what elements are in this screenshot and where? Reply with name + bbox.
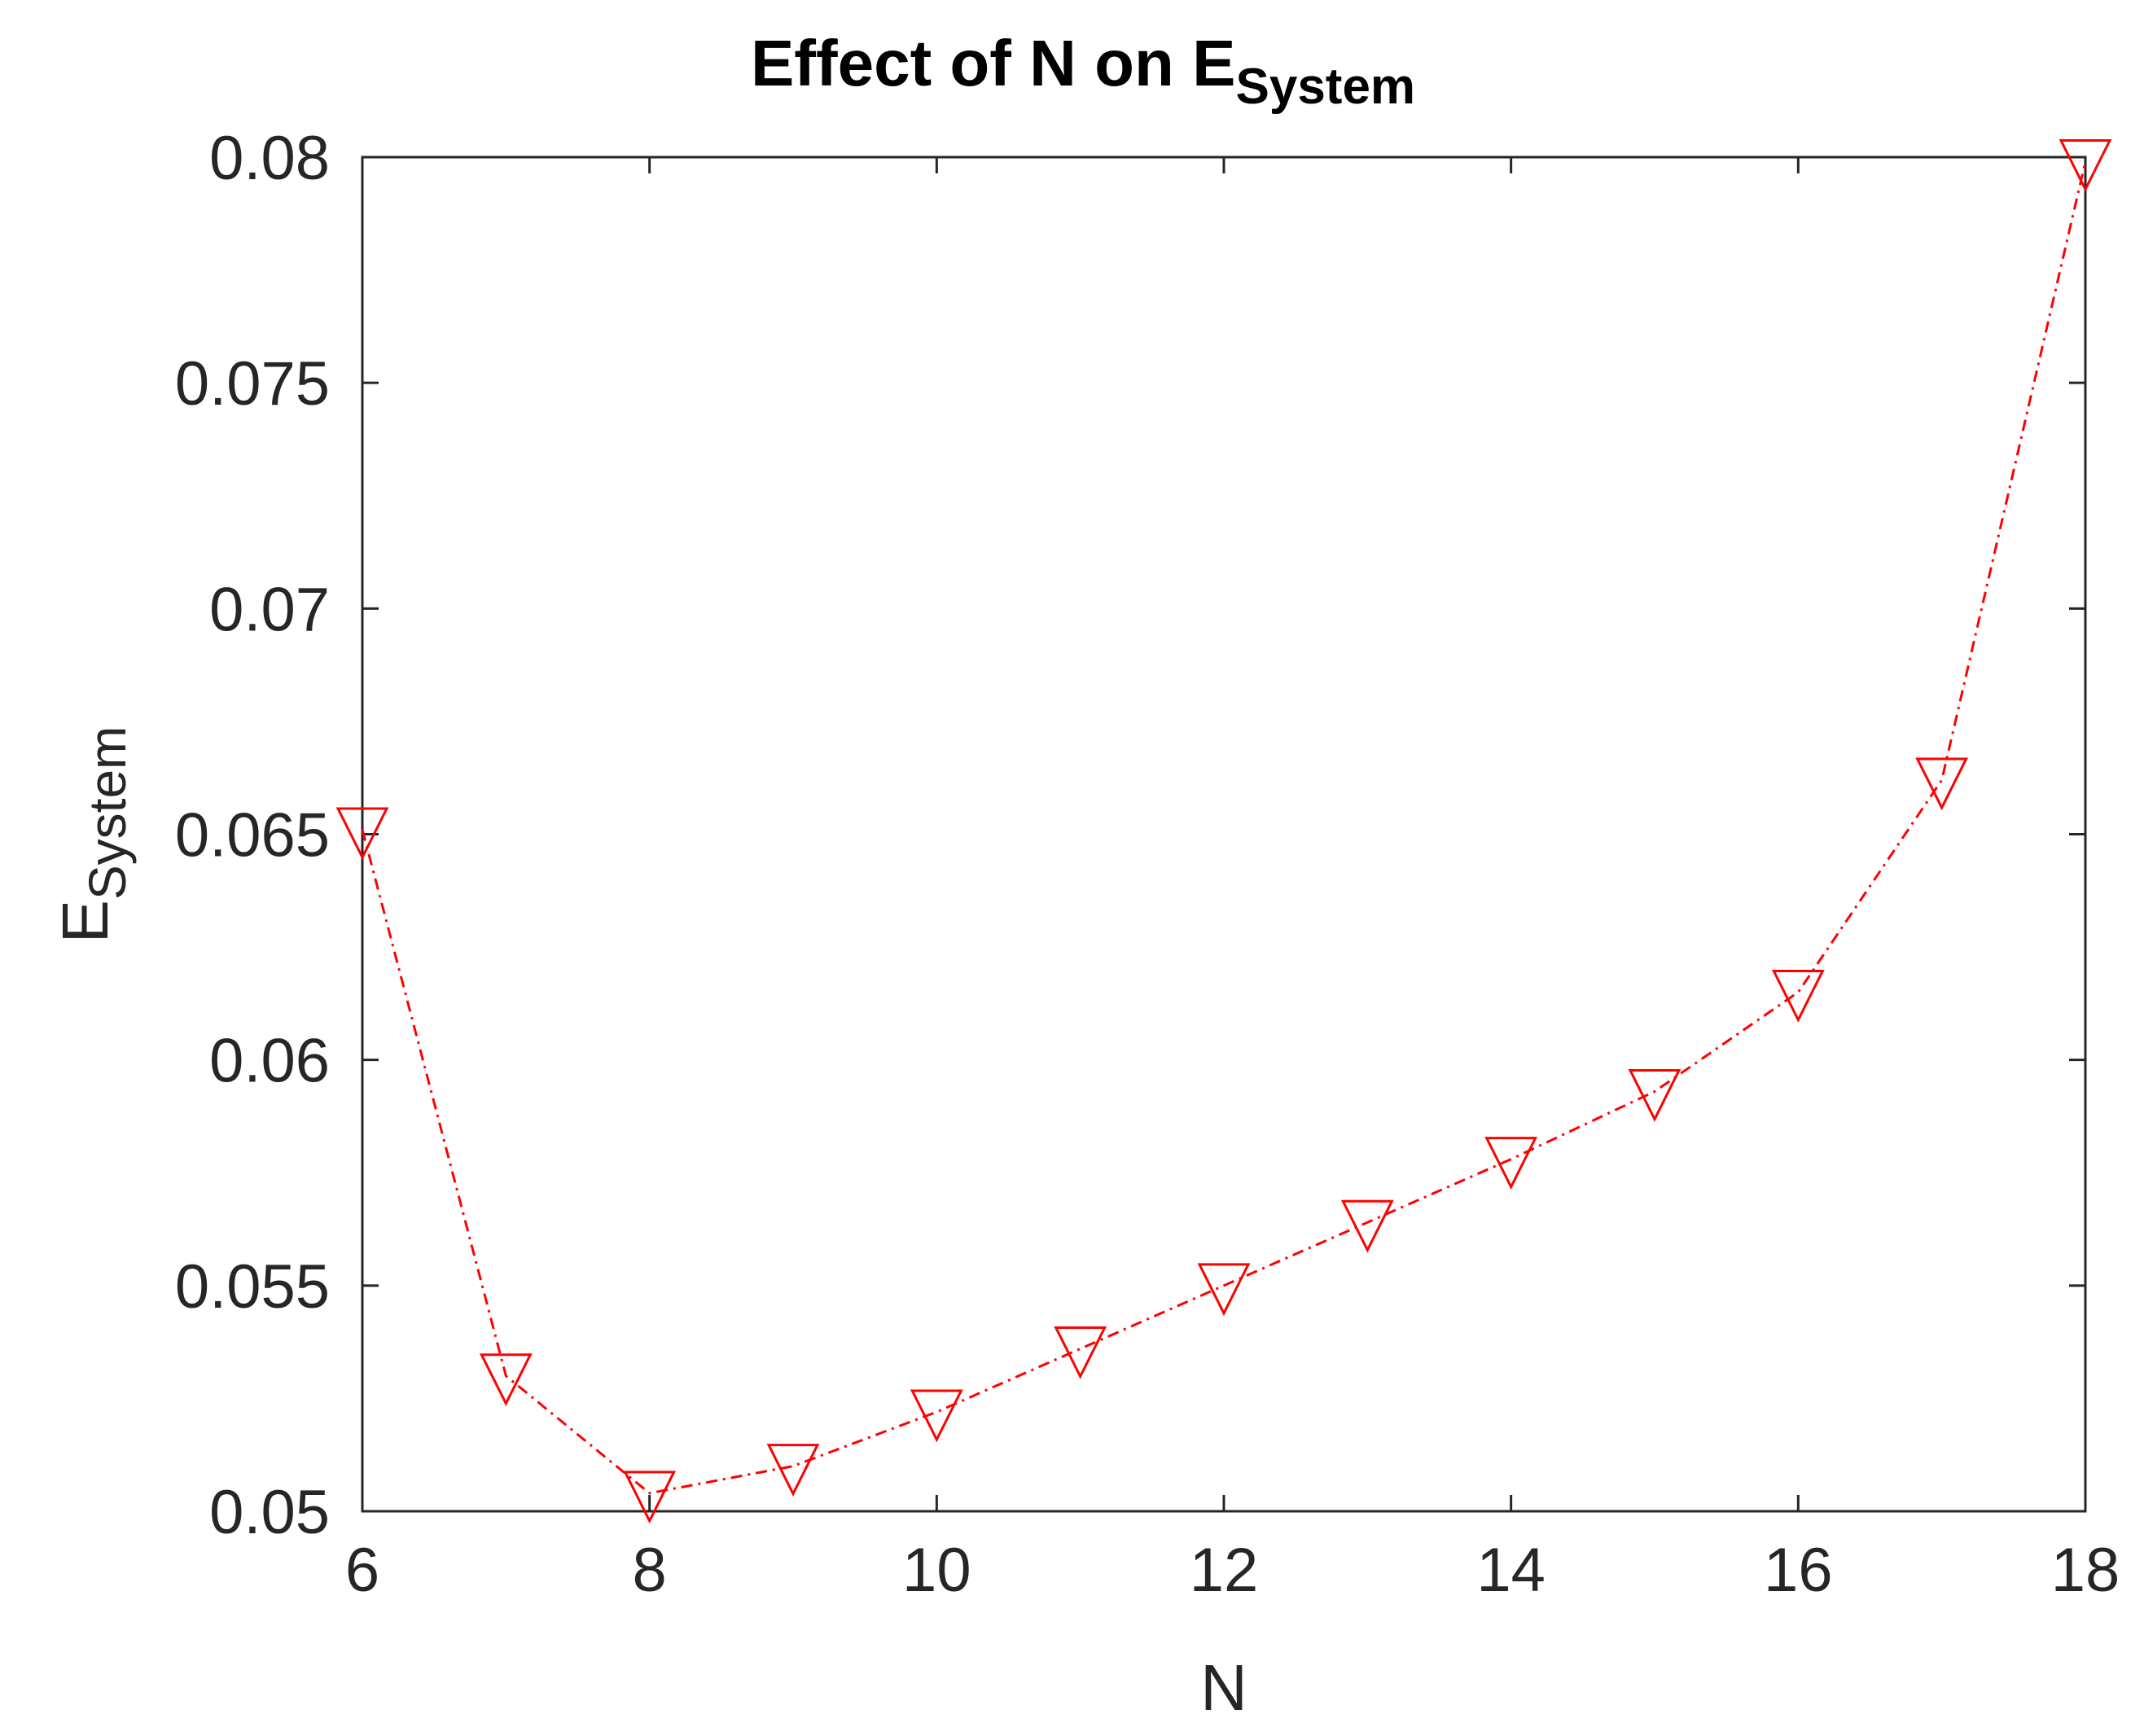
x-tick-label: 14 [1476,1536,1546,1605]
x-tick-label: 10 [902,1536,971,1605]
y-tick-label: 0.055 [175,1252,330,1322]
chart-title-main: Effect of N on E [751,27,1236,99]
data-point-marker [2059,139,2112,192]
x-tick-label: 18 [2051,1536,2120,1605]
y-tick-labels: 0.05 0.055 0.06 0.065 0.07 0.075 0.08 [175,124,330,1547]
data-point-marker [1771,970,1825,1023]
y-tick-label: 0.06 [209,1027,330,1096]
y-axis-label: ESystem [49,726,137,944]
x-axis-label: N [1200,1651,1247,1724]
data-point-marker [1197,1263,1251,1317]
y-tick-label: 0.07 [209,575,330,644]
series-layer [335,139,2112,1524]
x-tick-label: 16 [1764,1536,1833,1605]
chart-title-subscript: System [1235,59,1415,115]
data-point-marker [1484,1137,1538,1190]
x-tick-labels: 6 8 10 12 14 16 18 [345,1536,2120,1605]
y-tick-label: 0.05 [209,1478,330,1547]
x-tick-label: 8 [633,1536,667,1605]
x-tick-label: 6 [345,1536,379,1605]
data-point-marker [623,1471,677,1524]
data-point-marker [335,807,389,861]
data-point-marker [479,1353,533,1407]
x-tick-label: 12 [1190,1536,1259,1605]
y-axis-label-main: E [49,900,121,943]
y-axis-label-subscript: System [78,726,137,900]
data-point-marker [1340,1199,1394,1253]
y-tick-label: 0.08 [209,124,330,193]
data-point-marker [910,1389,963,1443]
tick-marks [361,156,2087,1513]
series-line [361,161,2087,1495]
data-point-marker [766,1444,820,1497]
data-point-marker [1915,757,1969,811]
data-point-marker [1628,1068,1681,1122]
y-tick-label: 0.065 [175,801,330,870]
chart-title: Effect of N on ESystem [751,27,1415,115]
data-point-marker [1054,1326,1107,1379]
y-tick-label: 0.075 [175,349,330,419]
